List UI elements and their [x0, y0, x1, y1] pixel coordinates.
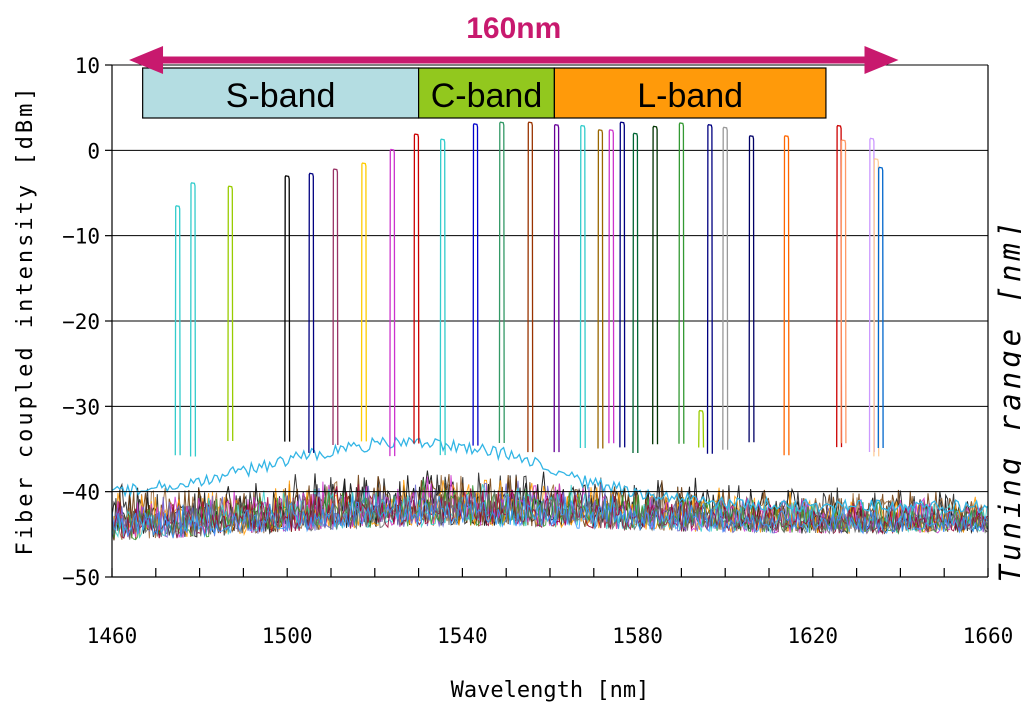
y-tick-label: −20: [62, 310, 100, 334]
laser-peak: [678, 122, 685, 444]
y-axis-title: Fiber coupled intensity [dBm]: [13, 84, 38, 555]
band-s-band: S-band: [142, 67, 420, 119]
laser-peak: [284, 175, 291, 442]
laser-peak: [174, 205, 181, 456]
laser-peak: [632, 132, 639, 454]
x-tick-label: 1620: [788, 624, 839, 648]
laser-peak: [652, 125, 659, 445]
y-tick-label: 0: [87, 139, 100, 163]
band-c-band: C-band: [418, 67, 555, 119]
y-tick-label: −50: [62, 566, 100, 590]
laser-peak: [579, 124, 586, 449]
y-tick-label: −30: [62, 395, 100, 419]
laser-peak: [619, 121, 626, 448]
band-box: [142, 67, 420, 119]
laser-peak: [783, 135, 790, 456]
laser-peaks: [174, 121, 884, 457]
laser-peak: [227, 185, 234, 442]
arrow-head-right: [864, 46, 899, 74]
y-tick-label: −10: [62, 225, 100, 249]
laser-peak: [877, 166, 884, 449]
band-boxes: S-band C-band L-band: [142, 67, 827, 119]
laser-peak: [527, 121, 534, 453]
band-label: S-band: [226, 77, 336, 115]
noise-trace: [111, 479, 988, 541]
laser-peak: [332, 168, 339, 446]
gridlines: [112, 64, 988, 493]
laser-peak: [389, 148, 396, 457]
arrow-head-left: [129, 46, 164, 74]
axes: [105, 64, 989, 578]
y-tick-label: −40: [62, 481, 100, 505]
band-box: [553, 67, 827, 119]
noise-trace: [111, 484, 988, 539]
noise-floor: [111, 436, 988, 541]
laser-peak: [413, 133, 420, 444]
x-tick-label: 1460: [87, 624, 138, 648]
x-axis-title: Wavelength [nm]: [451, 678, 650, 703]
band-label: C-band: [431, 77, 543, 115]
y-tick-label: 10: [75, 54, 100, 78]
band-box: [418, 67, 555, 119]
laser-peak: [189, 182, 197, 457]
laser-peak: [472, 123, 479, 446]
laser-peak: [608, 129, 615, 444]
laser-peak: [498, 121, 505, 444]
laser-peak: [439, 138, 446, 456]
x-tick-label: 1500: [262, 624, 313, 648]
span-label: 160nm: [466, 12, 561, 45]
band-label: L-band: [637, 77, 743, 115]
laser-peak: [553, 123, 560, 453]
noise-envelope: [111, 436, 988, 514]
x-tick-label: 1660: [963, 624, 1014, 648]
laser-peak: [748, 135, 755, 443]
laser-peak: [698, 409, 705, 448]
x-tick-label: 1540: [437, 624, 488, 648]
noise-trace: [111, 480, 988, 540]
laser-peak: [706, 123, 713, 454]
laser-peak: [840, 139, 847, 444]
x-tick-label: 1580: [612, 624, 663, 648]
laser-peak: [722, 126, 729, 450]
laser-peak: [597, 129, 604, 449]
span-arrow: 160nm: [129, 12, 899, 74]
right-axis-title: Tuning range [nm]: [993, 218, 1021, 583]
noise-trace: [111, 493, 988, 539]
laser-peak: [360, 162, 367, 442]
tick-labels: −50 −40 −30 −20 −10 0 10 1460 1500 1540 1580 1620 16…: [62, 54, 1013, 648]
band-l-band: L-band: [553, 67, 827, 119]
laser-peak: [308, 172, 315, 453]
